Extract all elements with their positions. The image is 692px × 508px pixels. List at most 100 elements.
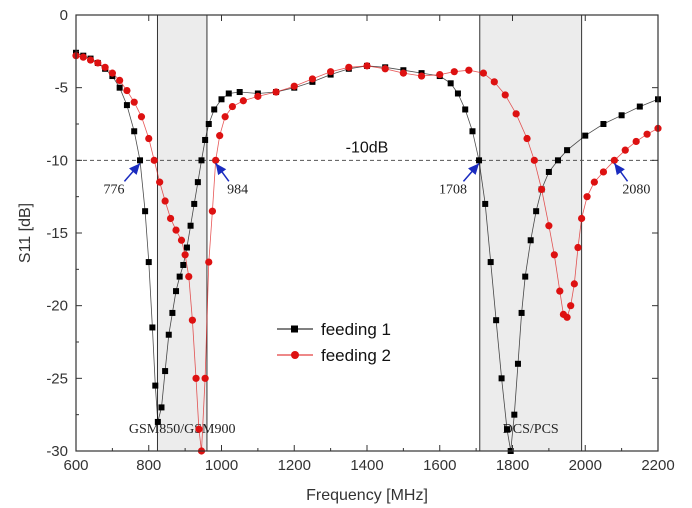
data-point [211, 106, 218, 113]
annotation-label: 776 [104, 182, 125, 197]
annotation-arrow-head [215, 163, 227, 176]
data-point [399, 69, 407, 77]
legend-marker [291, 351, 299, 359]
y-tick-label: -25 [46, 370, 68, 387]
data-point [482, 200, 489, 207]
data-point [116, 76, 124, 84]
data-point [221, 113, 229, 121]
legend-label: feeding 1 [321, 320, 391, 339]
data-point [192, 374, 200, 382]
y-tick-label: -15 [46, 225, 68, 242]
data-point [574, 243, 582, 252]
data-point [137, 157, 144, 164]
data-point [476, 157, 483, 164]
data-point [176, 273, 183, 280]
data-point [137, 113, 146, 121]
x-tick-label: 800 [136, 457, 161, 474]
data-point [123, 102, 130, 109]
data-point [583, 193, 591, 201]
data-point [195, 425, 203, 433]
y-tick-label: -10 [46, 152, 68, 169]
data-point [465, 66, 473, 74]
y-tick-label: -30 [46, 443, 68, 460]
data-point [345, 63, 353, 71]
band-label: GSM850/GSM900 [129, 422, 236, 437]
x-tick-label: 1200 [278, 457, 311, 474]
data-point [181, 251, 189, 259]
data-point [216, 132, 224, 140]
data-point [556, 287, 564, 295]
data-point [523, 134, 531, 143]
y-tick-label: -5 [55, 80, 68, 97]
data-point [643, 130, 651, 138]
data-point [228, 102, 237, 111]
data-point [208, 207, 217, 215]
legend: feeding 1 feeding 2 [277, 320, 391, 365]
data-point [236, 89, 243, 96]
x-tick-label: 1400 [350, 457, 383, 474]
data-point [142, 208, 149, 215]
data-point [218, 96, 225, 103]
data-point [514, 360, 521, 367]
data-point [487, 259, 494, 266]
data-point [578, 214, 586, 223]
series-layer [72, 49, 662, 455]
band-region [156, 14, 208, 452]
data-point [173, 288, 180, 295]
data-point [538, 185, 546, 193]
annotation-label: 1708 [439, 182, 467, 197]
data-point [201, 374, 209, 382]
data-point [149, 324, 156, 331]
data-point [166, 214, 175, 223]
annotation-layer: 776 984 1708 2080 [104, 162, 650, 197]
data-point [86, 56, 95, 64]
data-point [79, 53, 87, 61]
data-point [498, 375, 505, 382]
data-point [564, 147, 571, 154]
data-point [131, 128, 138, 135]
annotation-label: 2080 [622, 182, 650, 197]
annotation-arrow-head [468, 163, 480, 175]
data-point [511, 411, 518, 418]
data-point [130, 98, 138, 106]
data-point [94, 59, 102, 67]
data-point [450, 68, 458, 76]
data-point [550, 251, 558, 259]
data-point [522, 273, 529, 280]
data-point [290, 82, 298, 90]
data-point [504, 426, 511, 433]
x-tick-label: 2200 [641, 457, 674, 474]
data-point [183, 244, 190, 251]
data-point [533, 208, 540, 215]
x-tick-label: 600 [63, 457, 88, 474]
data-point [169, 309, 176, 316]
data-point [545, 222, 553, 230]
data-point [599, 168, 608, 176]
data-point [194, 179, 201, 186]
y-tick-label: -20 [46, 298, 68, 315]
data-point [479, 69, 487, 77]
x-axis-title: Frequency [MHz] [306, 487, 428, 504]
data-point [205, 121, 212, 127]
data-point [327, 68, 335, 76]
data-point [191, 200, 198, 207]
data-point [188, 316, 196, 324]
data-point [158, 404, 165, 411]
data-point [600, 121, 607, 127]
x-tick-label: 1000 [205, 457, 238, 474]
data-point [527, 237, 534, 244]
x-tick-label: 2000 [569, 457, 602, 474]
data-point [180, 261, 187, 268]
legend-item: feeding 1 [277, 320, 391, 339]
data-point [187, 222, 194, 229]
data-point [632, 137, 640, 146]
band-region [479, 14, 583, 452]
data-point [205, 258, 213, 266]
annotation-arrow-head [614, 163, 625, 176]
legend-marker [291, 325, 298, 333]
data-point [161, 197, 169, 205]
data-point [610, 156, 618, 164]
data-point [150, 156, 158, 164]
data-point [165, 331, 172, 338]
data-point [108, 69, 116, 77]
